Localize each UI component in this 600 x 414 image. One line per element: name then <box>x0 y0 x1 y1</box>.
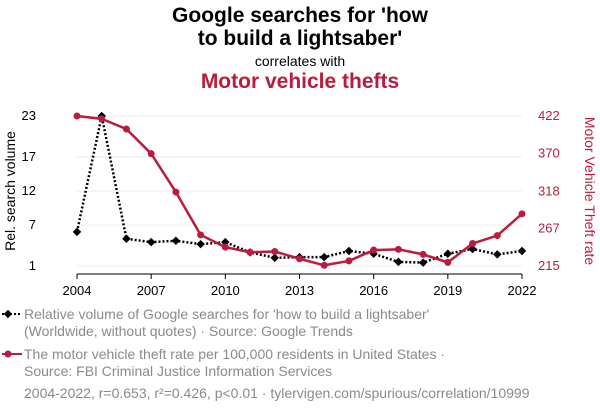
point-s1-10 <box>320 261 328 269</box>
point-s1-14 <box>419 250 427 258</box>
point-s1-0 <box>73 112 81 120</box>
y-left-tick-label-3: 17 <box>22 149 36 164</box>
point-s1-6 <box>221 243 229 251</box>
point-s0-13 <box>394 257 403 267</box>
y-left-tick-label-2: 12 <box>22 183 36 198</box>
y-left-tick-label-1: 7 <box>29 217 36 232</box>
chart-subtitle: correlates with <box>254 53 346 69</box>
chart-title-line2: to build a lightsaber' <box>197 27 403 50</box>
x-tick-label-0: 2004 <box>63 283 92 298</box>
point-s1-4 <box>172 188 180 196</box>
point-s0-16 <box>468 244 477 254</box>
point-s0-3 <box>146 237 156 247</box>
point-s1-1 <box>98 115 106 123</box>
point-s1-7 <box>246 248 254 256</box>
point-s0-5 <box>196 239 205 249</box>
legend-text-thefts-line2: Source: FBI Criminal Justice Information… <box>24 363 333 379</box>
point-s1-18 <box>518 210 526 218</box>
legend-marker-black <box>2 309 22 319</box>
x-tick-label-2: 2010 <box>211 283 240 298</box>
point-s1-15 <box>444 258 452 266</box>
y-axis-label-right: Motor Vehicle Theft rate <box>582 117 598 266</box>
point-s1-11 <box>345 257 353 265</box>
point-s1-13 <box>394 245 402 253</box>
point-s0-0 <box>72 227 82 237</box>
series-line-0 <box>75 114 523 264</box>
y-right-tick-label-4: 422 <box>538 108 560 123</box>
y-right-tick-label-0: 215 <box>538 258 560 273</box>
x-tick-label-4: 2016 <box>359 283 388 298</box>
legend-text-searches-line2: (Worldwide, without quotes) · Source: Go… <box>24 323 353 339</box>
y-right-tick-label-2: 318 <box>538 183 560 198</box>
y-left-tick-label-0: 1 <box>29 258 36 273</box>
chart-title-red: Motor vehicle thefts <box>200 70 400 93</box>
legend-text-thefts-line1: The motor vehicle theft rate per 100,000… <box>24 346 446 362</box>
point-s0-4 <box>171 236 181 246</box>
point-s0-14 <box>418 258 428 267</box>
point-s0-17 <box>493 250 502 259</box>
point-s1-9 <box>296 255 303 263</box>
point-s1-16 <box>469 240 477 248</box>
x-tick-label-6: 2022 <box>508 283 537 298</box>
y-right-tick-label-3: 370 <box>538 146 560 161</box>
footer-stats: 2004-2022, r=0.653, r²=0.426, p<0.01 · t… <box>24 385 530 401</box>
point-s0-11 <box>344 246 354 256</box>
x-tick-label-5: 2019 <box>433 283 462 298</box>
point-s0-18 <box>517 246 527 256</box>
x-tick-label-1: 2007 <box>137 283 166 298</box>
y-right-tick-label-1: 267 <box>538 220 560 235</box>
point-s1-3 <box>147 150 155 158</box>
y-left-tick-label-4: 23 <box>22 108 36 123</box>
y-axis-label-left: Rel. search volume <box>2 131 18 251</box>
point-s1-2 <box>122 125 130 133</box>
point-s1-12 <box>370 246 378 254</box>
point-s0-2 <box>122 234 131 243</box>
legend-text-searches-line1: Relative volume of Google searches for '… <box>24 306 430 322</box>
x-tick-label-3: 2013 <box>285 283 314 298</box>
point-s1-8 <box>271 248 279 256</box>
point-s0-15 <box>443 249 453 258</box>
point-s0-6 <box>221 237 230 247</box>
point-s0-10 <box>319 252 329 262</box>
point-s1-5 <box>197 231 205 239</box>
legend-marker-red <box>2 350 22 358</box>
chart-title-line1: Google searches for 'how <box>172 4 428 27</box>
point-s1-17 <box>493 232 501 240</box>
point-s0-8 <box>270 253 280 263</box>
